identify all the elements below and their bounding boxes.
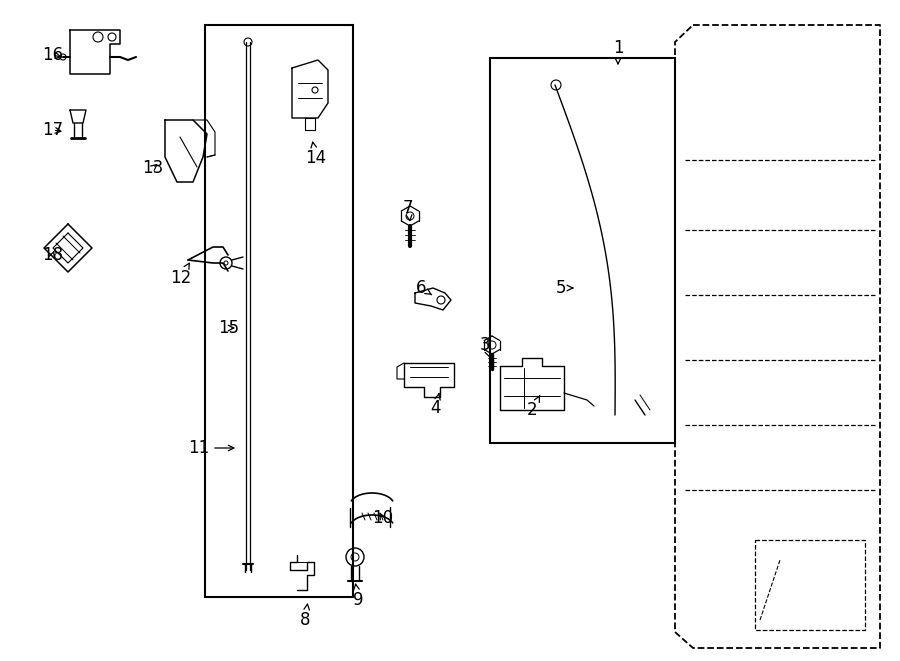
Bar	[205, 25, 353, 597]
Text: 13: 13	[142, 159, 163, 177]
Text: 3: 3	[480, 336, 491, 357]
Text: 10: 10	[372, 509, 393, 527]
Text: 15: 15	[218, 319, 239, 337]
Text: 4: 4	[430, 393, 440, 417]
Bar	[755, 540, 865, 630]
Text: 2: 2	[527, 396, 540, 419]
Text: 9: 9	[353, 584, 364, 609]
Text: 18: 18	[42, 246, 63, 264]
Text: 8: 8	[300, 604, 310, 629]
Text: 16: 16	[42, 46, 63, 64]
Text: 12: 12	[170, 263, 191, 287]
Text: 14: 14	[305, 142, 326, 167]
Text: 1: 1	[613, 39, 624, 64]
Text: 17: 17	[42, 121, 63, 139]
Text: 11: 11	[188, 439, 234, 457]
Text: 5: 5	[556, 279, 572, 297]
Text: 7: 7	[403, 199, 413, 221]
Text: 6: 6	[416, 279, 432, 297]
Bar	[490, 58, 675, 443]
